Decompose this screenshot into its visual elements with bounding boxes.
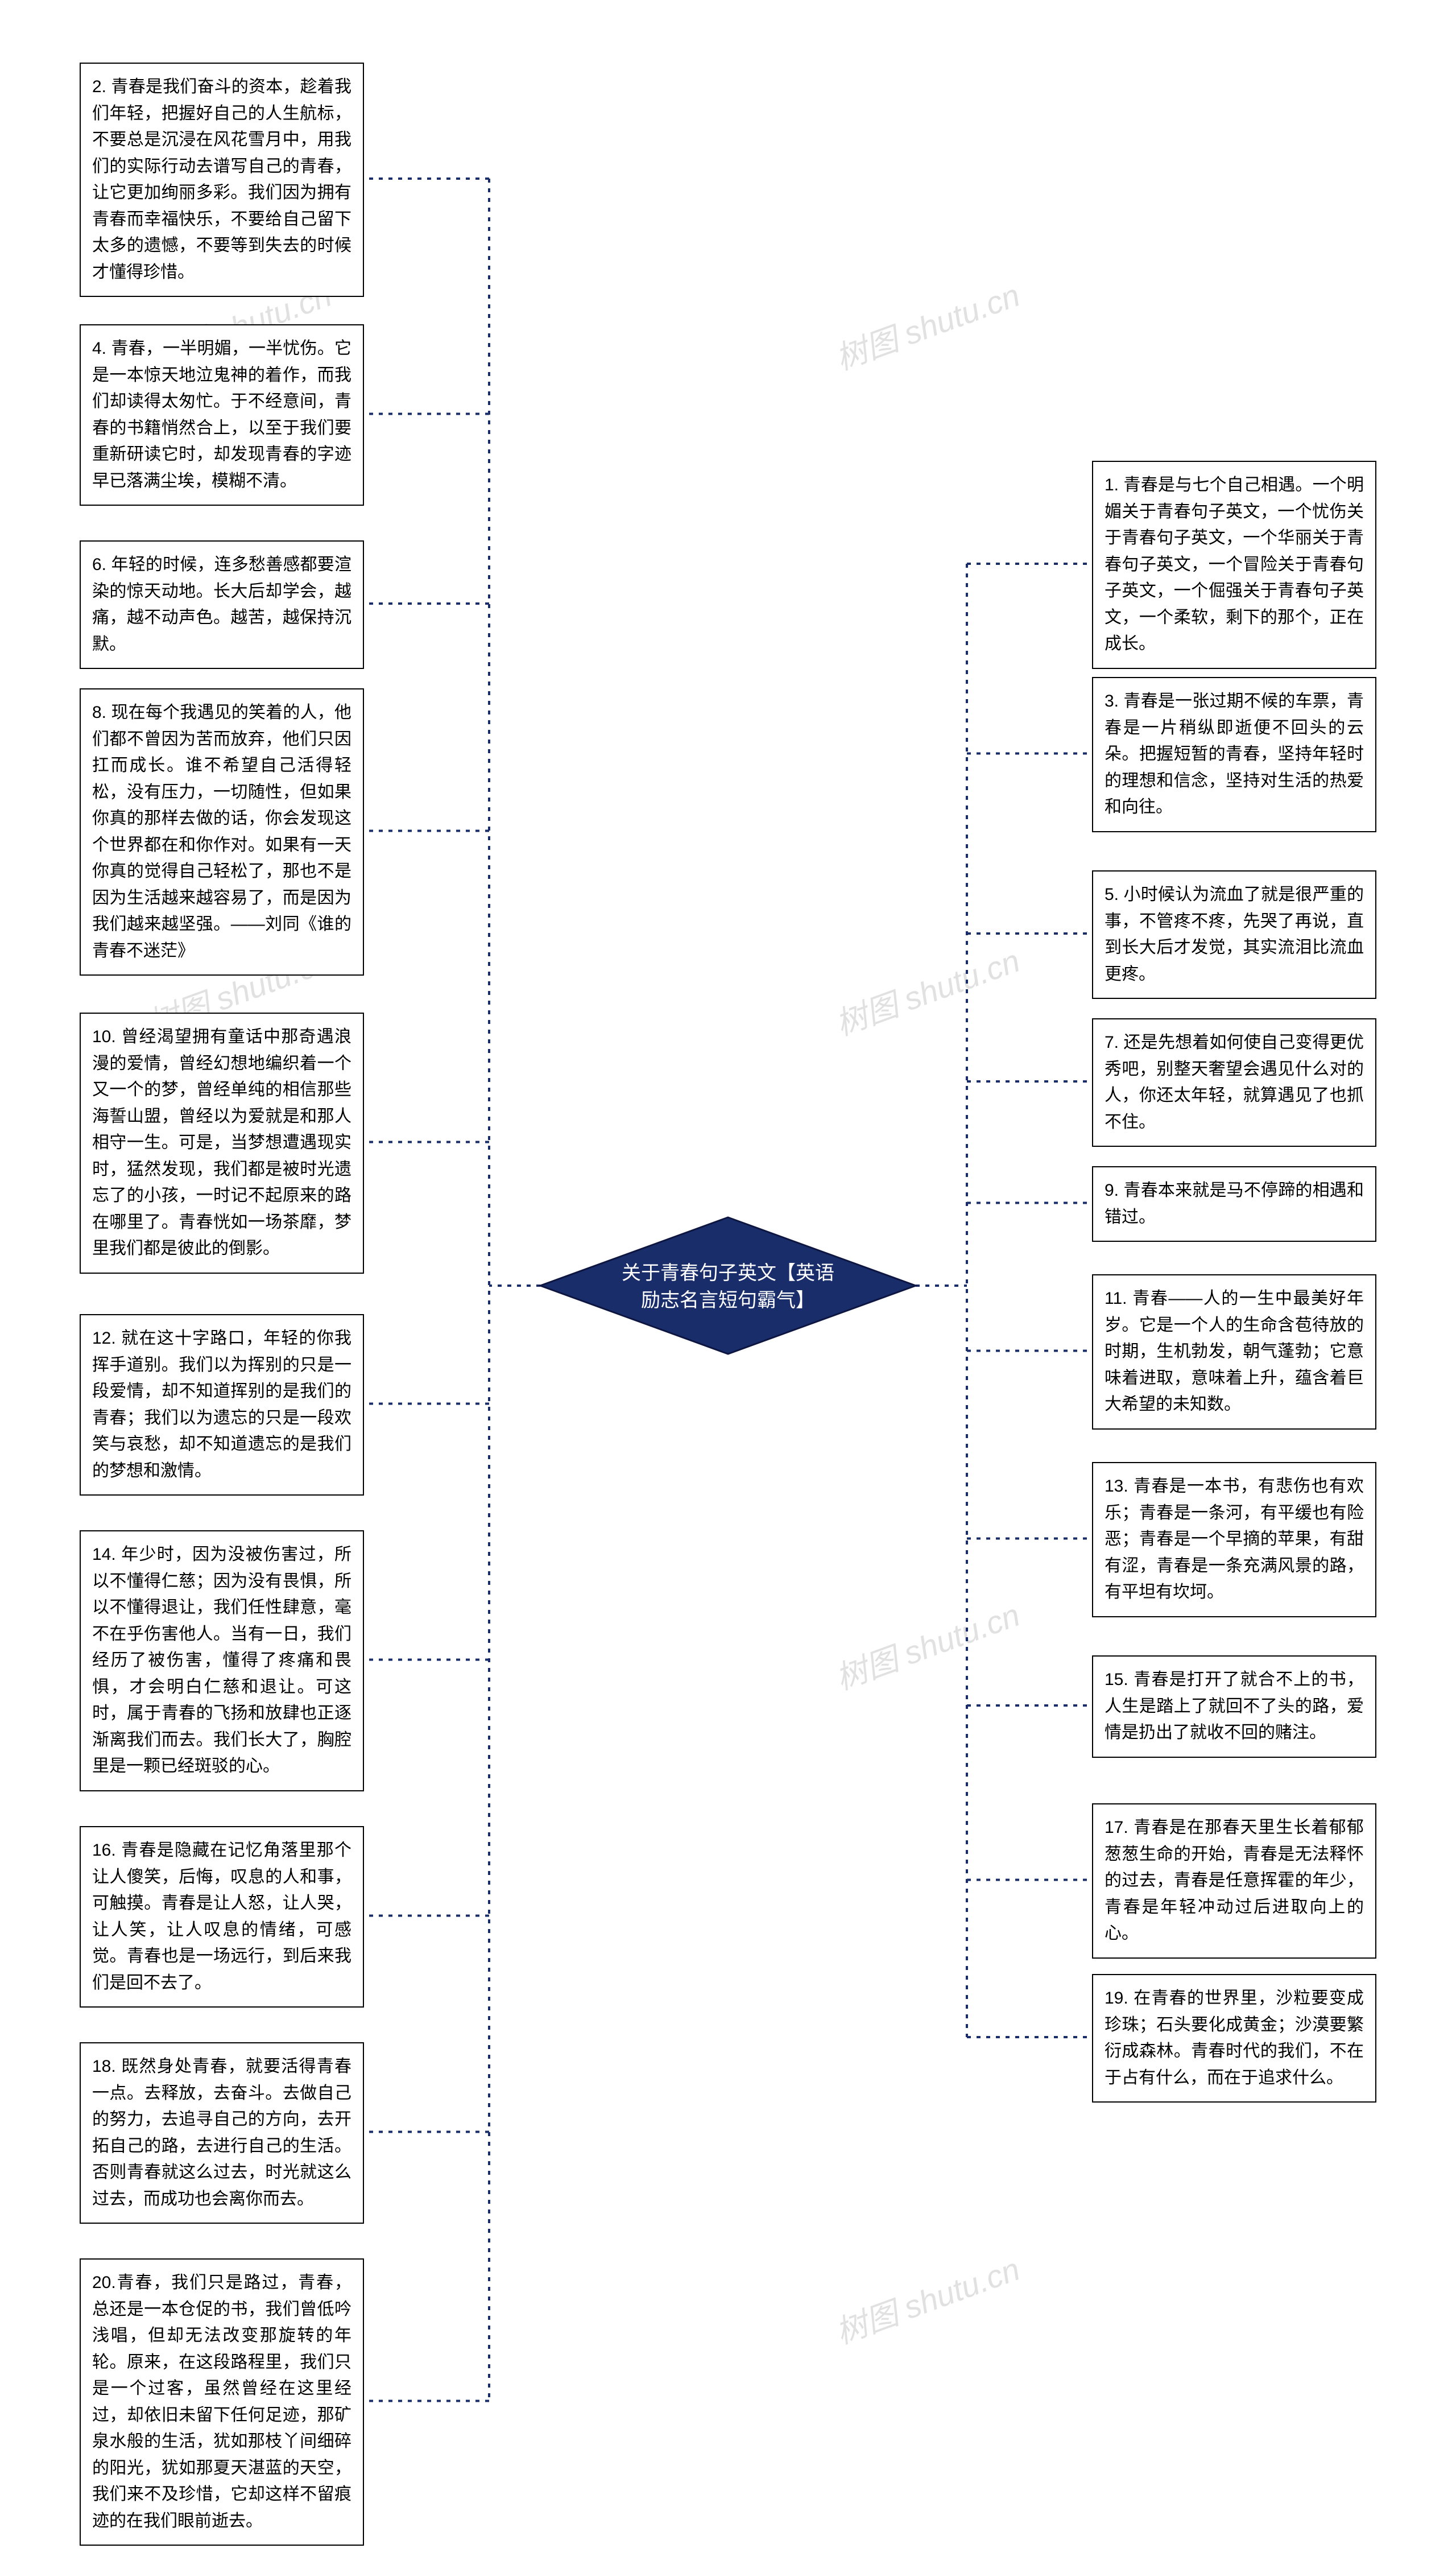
mindmap-node-n7: 7. 还是先想着如何使自己变得更优秀吧，别整天奢望会遇见什么对的人，你还太年轻，… (1092, 1018, 1376, 1147)
mindmap-node-n19: 19. 在青春的世界里，沙粒要变成珍珠；石头要化成黄金；沙漠要繁衍成森林。青春时… (1092, 1974, 1376, 2103)
mindmap-node-n8: 8. 现在每个我遇见的笑着的人，他们都不曾因为苦而放弃，他们只因扛而成长。谁不希… (80, 688, 364, 976)
mindmap-node-n17: 17. 青春是在那春天里生长着郁郁葱葱生命的开始，青春是无法释怀的过去，青春是任… (1092, 1803, 1376, 1959)
mindmap-node-n1: 1. 青春是与七个自己相遇。一个明媚关于青春句子英文，一个忧伤关于青春句子英文，… (1092, 461, 1376, 669)
mindmap-node-n15: 15. 青春是打开了就合不上的书，人生是踏上了就回不了头的路，爱情是扔出了就收不… (1092, 1655, 1376, 1758)
center-title: 关于青春句子英文【英语 励志名言短句霸气】 (609, 1260, 847, 1314)
mindmap-node-n12: 12. 就在这十字路口，年轻的你我挥手道别。我们以为挥别的只是一段爱情，却不知道… (80, 1314, 364, 1496)
center-title-line2: 励志名言短句霸气】 (641, 1290, 815, 1311)
center-title-line1: 关于青春句子英文【英语 (622, 1262, 834, 1284)
mindmap-node-n14: 14. 年少时，因为没被伤害过，所以不懂得仁慈；因为没有畏惧，所以不懂得退让，我… (80, 1530, 364, 1791)
mindmap-node-n16: 16. 青春是隐藏在记忆角落里那个让人傻笑，后悔，叹息的人和事，可触摸。青春是让… (80, 1826, 364, 2008)
right-connectors (904, 552, 1103, 2049)
mindmap-node-n10: 10. 曾经渴望拥有童话中那奇遇浪漫的爱情，曾经幻想地编织着一个又一个的梦，曾经… (80, 1013, 364, 1274)
watermark: 树图 shutu.cn (828, 270, 1025, 379)
mindmap-node-n13: 13. 青春是一本书，有悲伤也有欢乐；青春是一条河，有平缓也有险恶；青春是一个早… (1092, 1462, 1376, 1617)
watermark: 树图 shutu.cn (828, 2244, 1025, 2353)
mindmap-node-n2: 2. 青春是我们奋斗的资本，趁着我们年轻，把握好自己的人生航标，不要总是沉浸在风… (80, 63, 364, 297)
mindmap-node-n3: 3. 青春是一张过期不候的车票，青春是一片稍纵即逝便不回头的云朵。把握短暂的青春… (1092, 677, 1376, 832)
mindmap-node-n11: 11. 青春——人的一生中最美好年岁。它是一个人的生命含苞待放的时期，生机勃发，… (1092, 1274, 1376, 1430)
mindmap-node-n6: 6. 年轻的时候，连多愁善感都要渲染的惊天动地。长大后却学会，越痛，越不动声色。… (80, 540, 364, 669)
left-connectors (364, 167, 552, 2413)
mindmap-node-n5: 5. 小时候认为流血了就是很严重的事，不管疼不疼，先哭了再说，直到长大后才发觉，… (1092, 870, 1376, 999)
mindmap-node-n18: 18. 既然身处青春，就要活得青春一点。去释放，去奋斗。去做自己的努力，去追寻自… (80, 2042, 364, 2224)
mindmap-node-n20: 20.青春，我们只是路过，青春，总还是一本仓促的书，我们曾低吟浅唱，但却无法改变… (80, 2258, 364, 2546)
mindmap-node-n9: 9. 青春本来就是马不停蹄的相遇和错过。 (1092, 1166, 1376, 1242)
mindmap-node-n4: 4. 青春，一半明媚，一半忧伤。它是一本惊天地泣鬼神的着作，而我们却读得太匆忙。… (80, 324, 364, 506)
